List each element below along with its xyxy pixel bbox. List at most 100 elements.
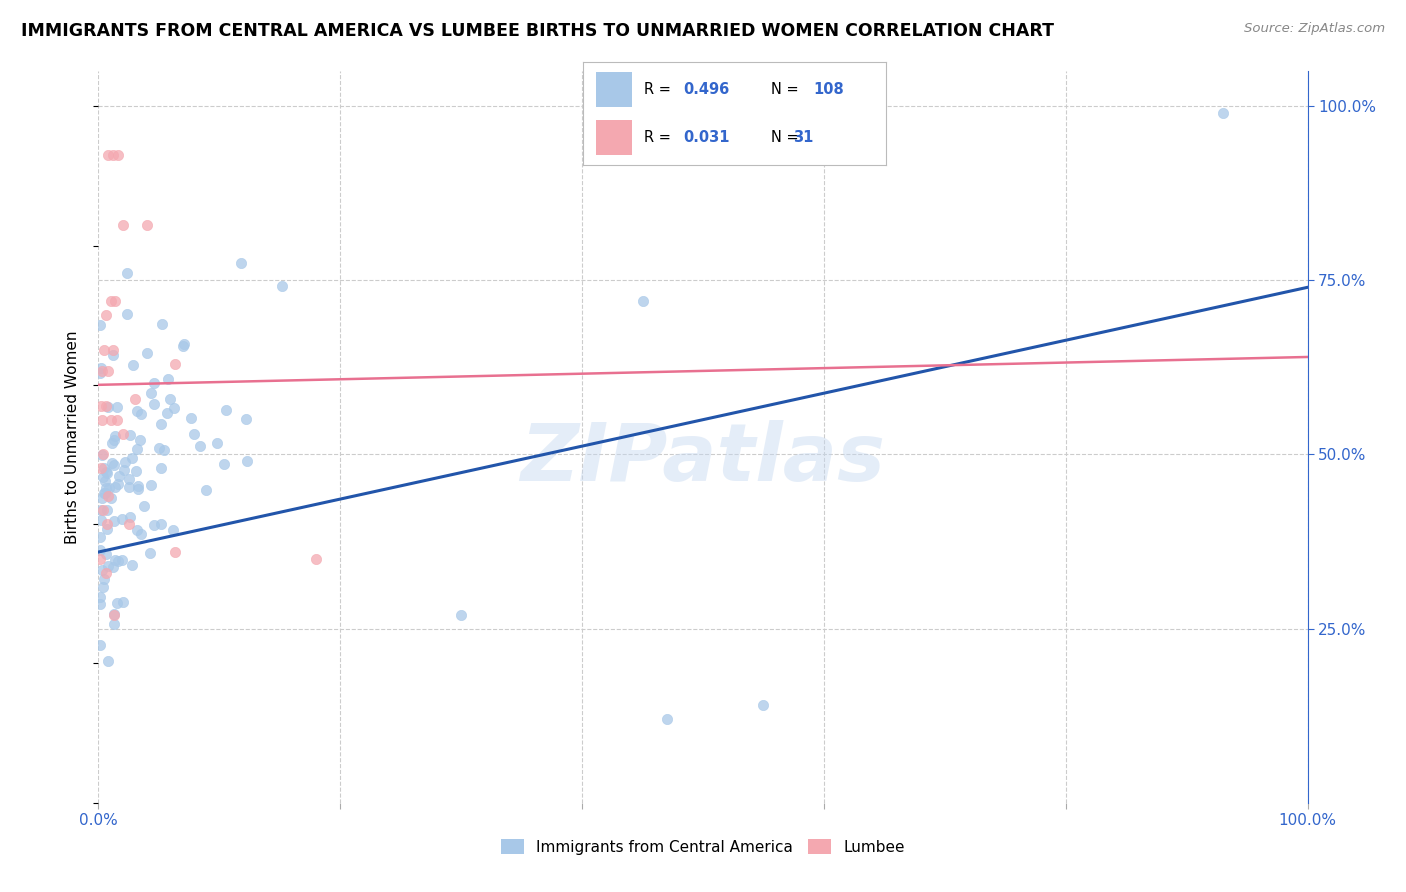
Legend: Immigrants from Central America, Lumbee: Immigrants from Central America, Lumbee bbox=[495, 833, 911, 861]
Point bbox=[135, 218, 157, 232]
Point bbox=[89, 552, 111, 566]
Point bbox=[128, 433, 150, 447]
Point bbox=[122, 359, 145, 373]
Point bbox=[235, 454, 257, 468]
Point bbox=[152, 442, 174, 457]
Point bbox=[94, 486, 117, 500]
Point bbox=[101, 436, 124, 450]
Point bbox=[112, 463, 135, 477]
Point bbox=[142, 397, 165, 411]
Point bbox=[93, 572, 115, 586]
Point bbox=[89, 590, 111, 604]
Point bbox=[188, 439, 211, 453]
Point bbox=[103, 515, 125, 529]
Text: N =: N = bbox=[770, 81, 803, 96]
Point bbox=[101, 559, 124, 574]
Point bbox=[129, 407, 152, 421]
Point bbox=[89, 318, 111, 332]
Point bbox=[94, 465, 117, 479]
Point bbox=[91, 503, 114, 517]
Point bbox=[100, 412, 122, 426]
Point bbox=[89, 597, 111, 611]
Text: N =: N = bbox=[770, 130, 803, 145]
Point bbox=[205, 435, 228, 450]
Point bbox=[91, 580, 114, 594]
Text: R =: R = bbox=[644, 81, 675, 96]
Point bbox=[90, 461, 112, 475]
Point bbox=[97, 481, 120, 495]
Text: IMMIGRANTS FROM CENTRAL AMERICA VS LUMBEE BIRTHS TO UNMARRIED WOMEN CORRELATION : IMMIGRANTS FROM CENTRAL AMERICA VS LUMBE… bbox=[21, 22, 1054, 40]
Point bbox=[94, 475, 117, 489]
Text: 108: 108 bbox=[813, 81, 844, 96]
Point bbox=[96, 503, 118, 517]
Point bbox=[148, 442, 170, 456]
Point bbox=[156, 406, 179, 420]
Point bbox=[235, 412, 257, 426]
Point bbox=[117, 307, 139, 321]
Point bbox=[104, 294, 127, 309]
Text: 0.496: 0.496 bbox=[683, 81, 730, 96]
Point bbox=[96, 481, 118, 495]
Point bbox=[111, 218, 134, 232]
Point bbox=[163, 357, 186, 371]
Point bbox=[450, 607, 472, 622]
Y-axis label: Births to Unmarried Women: Births to Unmarried Women bbox=[65, 330, 80, 544]
Point bbox=[103, 617, 125, 632]
Point bbox=[105, 596, 128, 610]
Point bbox=[157, 372, 180, 386]
Point bbox=[91, 448, 114, 462]
Point bbox=[93, 461, 115, 475]
Point bbox=[752, 698, 775, 713]
Point bbox=[1212, 106, 1234, 120]
Point bbox=[214, 458, 236, 472]
Point bbox=[118, 480, 141, 494]
Point bbox=[105, 412, 128, 426]
Text: 0.031: 0.031 bbox=[683, 130, 730, 145]
Point bbox=[100, 491, 122, 505]
Point bbox=[111, 553, 134, 567]
Point bbox=[93, 485, 115, 500]
Point bbox=[305, 552, 328, 566]
Point bbox=[101, 348, 124, 362]
Point bbox=[94, 566, 117, 580]
Point bbox=[97, 489, 120, 503]
Point bbox=[97, 653, 120, 667]
Point bbox=[172, 339, 194, 353]
Point bbox=[118, 427, 141, 442]
Point bbox=[91, 412, 114, 426]
FancyBboxPatch shape bbox=[596, 120, 631, 155]
Point bbox=[195, 483, 218, 498]
Point bbox=[96, 522, 118, 536]
Point bbox=[89, 530, 111, 544]
Point bbox=[97, 148, 120, 162]
Point bbox=[115, 266, 138, 280]
Point bbox=[96, 517, 118, 532]
Point bbox=[103, 607, 125, 621]
Point bbox=[180, 411, 202, 425]
Point bbox=[103, 434, 125, 448]
Point bbox=[149, 461, 172, 475]
Point bbox=[125, 464, 148, 478]
Point bbox=[118, 509, 141, 524]
Point bbox=[104, 429, 127, 443]
Point bbox=[215, 403, 238, 417]
Point bbox=[90, 503, 112, 517]
Point bbox=[162, 523, 184, 537]
Point bbox=[105, 401, 128, 415]
Point bbox=[127, 482, 149, 496]
Point bbox=[107, 477, 129, 491]
Point bbox=[107, 554, 129, 568]
Point bbox=[141, 386, 163, 401]
Text: Source: ZipAtlas.com: Source: ZipAtlas.com bbox=[1244, 22, 1385, 36]
Point bbox=[118, 517, 141, 532]
Point bbox=[134, 499, 156, 513]
Point bbox=[97, 400, 120, 414]
Point bbox=[118, 472, 141, 486]
Point bbox=[96, 467, 118, 481]
Point bbox=[90, 513, 112, 527]
Point bbox=[163, 401, 186, 416]
Point bbox=[150, 417, 173, 431]
Point bbox=[111, 426, 134, 441]
Point bbox=[101, 148, 124, 162]
Point bbox=[139, 478, 162, 492]
